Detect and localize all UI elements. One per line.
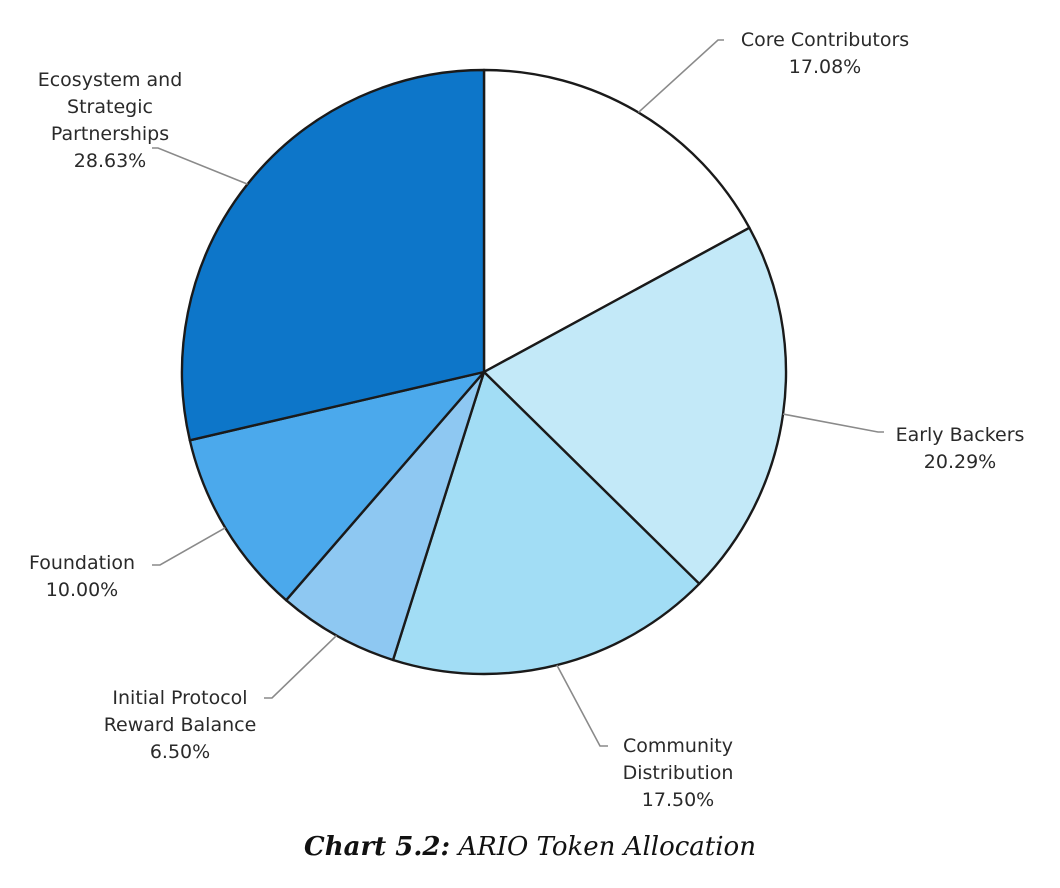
leader-line — [556, 664, 608, 747]
pie-slice-ecosystem-and-strategic-partnerships — [180, 68, 486, 442]
slice-name-label: Ecosystem and — [38, 69, 183, 91]
slice-value-label: 20.29% — [924, 451, 996, 473]
slice-name-label: Community — [623, 735, 733, 757]
leader-line — [152, 147, 248, 185]
slice-labels: Core Contributors 17.08% Early Backers 20.2… — [29, 29, 1024, 811]
slice-name-label: Core Contributors — [741, 29, 909, 51]
leader-line — [782, 413, 884, 433]
pie-slices — [180, 68, 788, 676]
slice-name-label: Reward Balance — [104, 714, 257, 736]
leader-lines — [152, 39, 884, 747]
slice-name-label: Foundation — [29, 552, 135, 574]
pie-chart: Core Contributors 17.08% Early Backers 20.2… — [29, 29, 1024, 811]
pie-slice-foundation — [188, 370, 486, 602]
slice-name-label: Distribution — [623, 762, 734, 784]
slice-name-label: Early Backers — [896, 424, 1025, 446]
slice-value-label: 17.08% — [789, 56, 861, 78]
slice-value-label: 6.50% — [150, 741, 210, 763]
slice-value-label: 17.50% — [642, 789, 714, 811]
caption-prefix: Chart 5.2: — [304, 832, 451, 862]
caption-text: ARIO Token Allocation — [458, 832, 756, 862]
pie-slice-initial-protocol-reward-balance — [284, 370, 486, 662]
slice-name-label: Partnerships — [51, 123, 169, 145]
chart-caption: Chart 5.2: ARIO Token Allocation — [0, 832, 1060, 862]
leader-line — [637, 39, 724, 114]
pie-slice-community-distribution — [391, 370, 701, 676]
leader-line — [264, 634, 338, 699]
slice-value-label: 10.00% — [46, 579, 118, 601]
slice-name-label: Initial Protocol — [112, 687, 247, 709]
slice-name-label: Strategic — [67, 96, 153, 118]
pie-slice-early-backers — [482, 226, 788, 585]
leader-line — [152, 527, 226, 566]
slice-value-label: 28.63% — [74, 150, 146, 172]
pie-slice-core-contributors — [482, 68, 751, 374]
